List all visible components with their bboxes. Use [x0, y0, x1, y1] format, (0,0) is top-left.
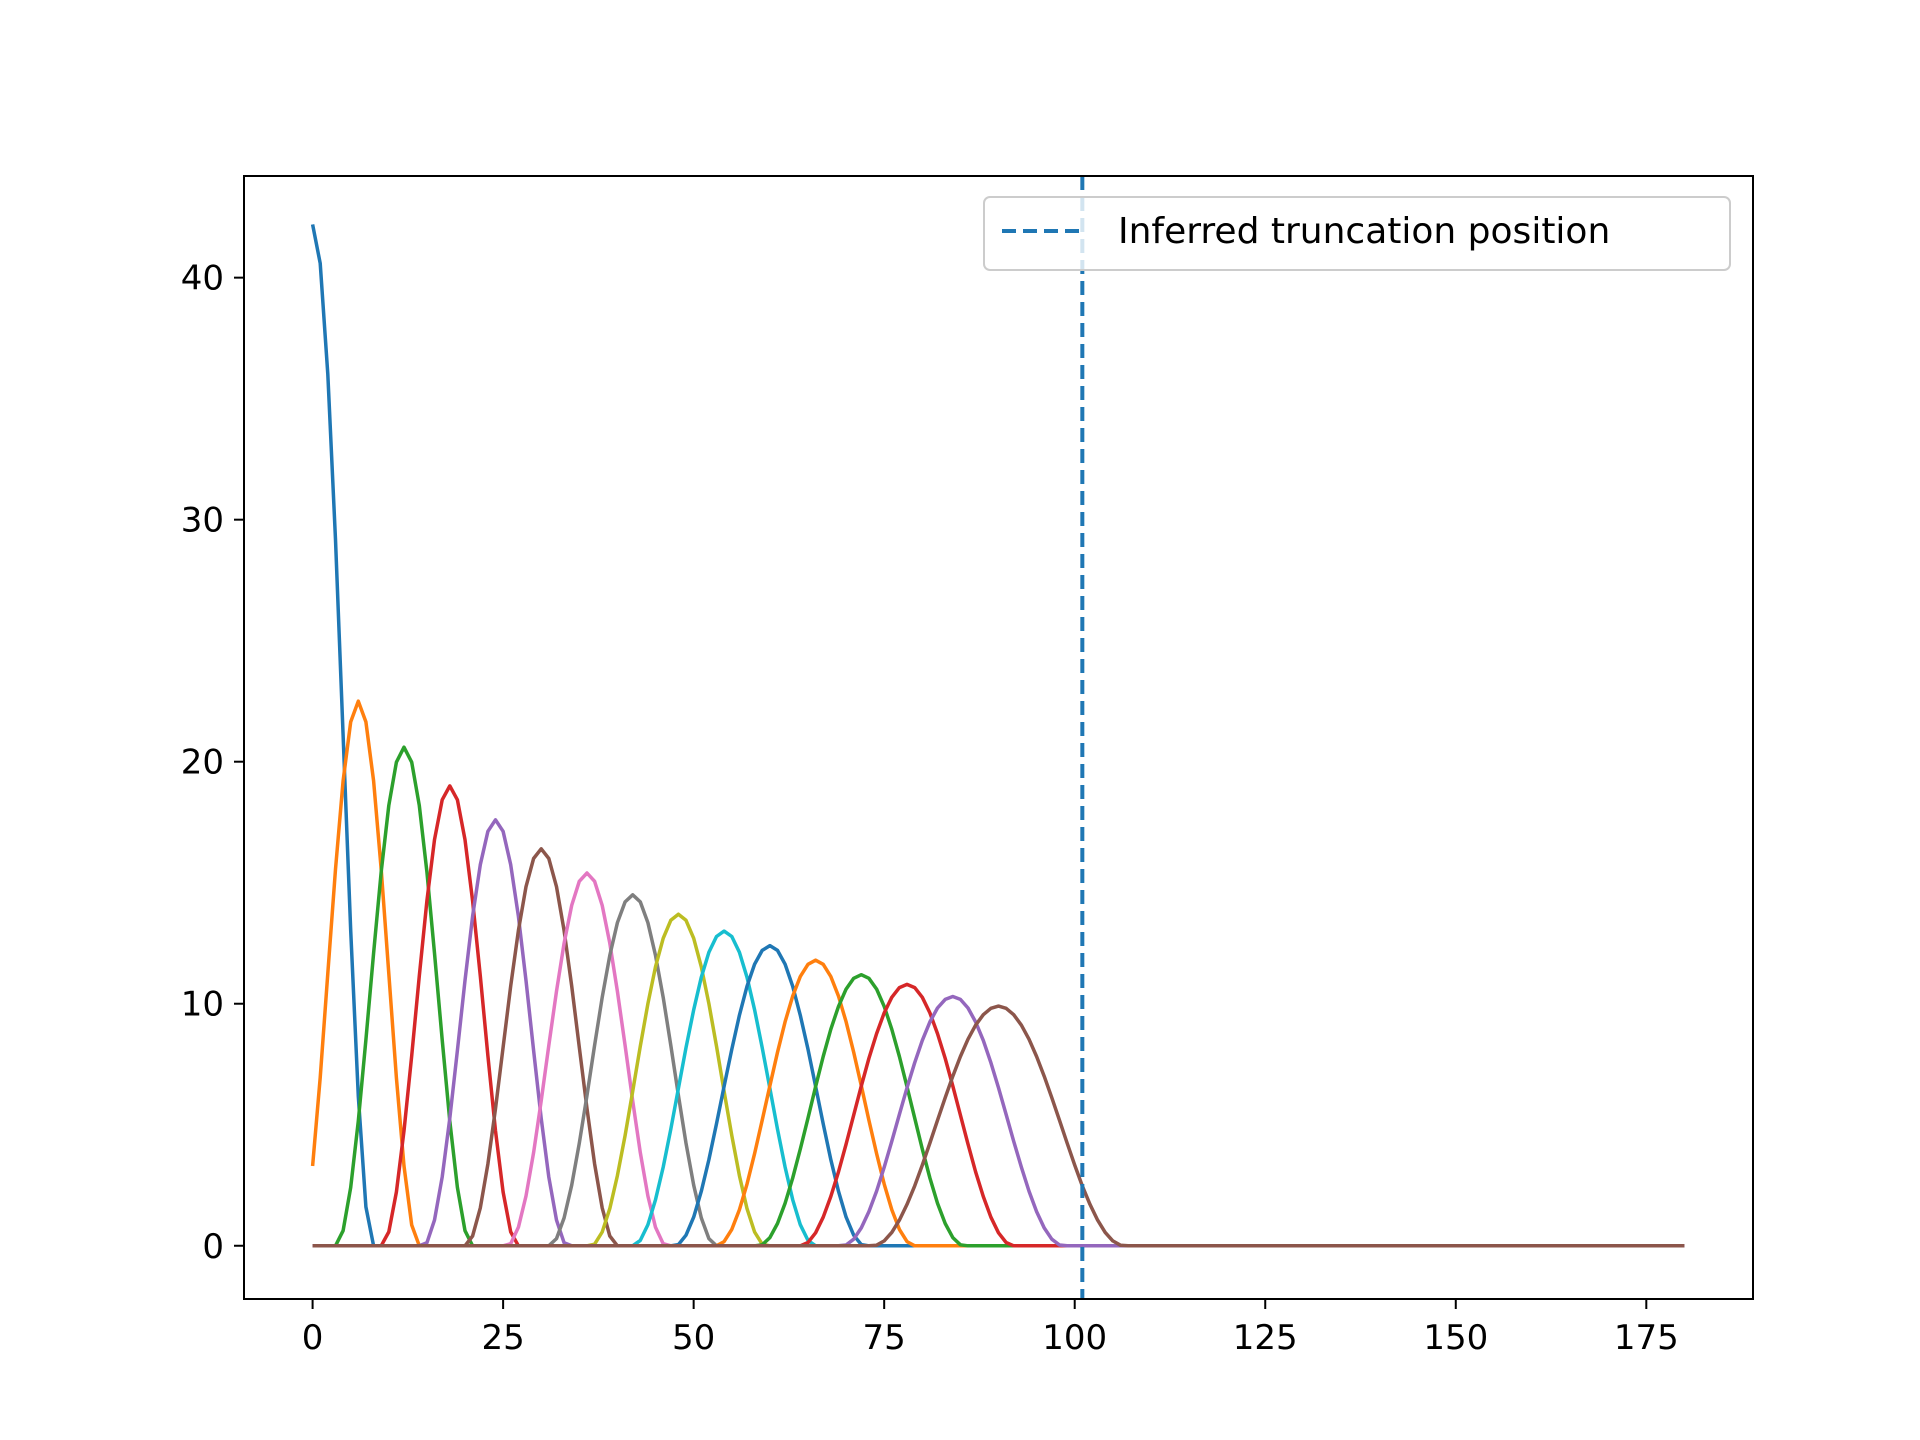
- x-tick-label: 175: [1614, 1318, 1679, 1358]
- legend-box: [983, 196, 1731, 271]
- series-line-4: [312, 818, 1685, 1248]
- series-line-7: [312, 893, 1685, 1248]
- x-tick-label: 150: [1423, 1318, 1488, 1358]
- x-tick-label: 25: [481, 1318, 524, 1358]
- x-tick-label: 75: [863, 1318, 906, 1358]
- series-line-14: [312, 994, 1685, 1248]
- y-axis: 0 10 20 30 40: [181, 259, 244, 1267]
- series-line-11: [312, 958, 1685, 1248]
- y-tick-label: 0: [202, 1227, 224, 1267]
- x-tick-label: 125: [1233, 1318, 1298, 1358]
- series-line-13: [312, 982, 1685, 1248]
- series-layer: [310, 224, 1685, 1248]
- series-line-8: [312, 912, 1685, 1248]
- x-tick-label: 100: [1042, 1318, 1107, 1358]
- legend-label: Inferred truncation position: [1118, 211, 1610, 252]
- legend: Inferred truncation position: [983, 196, 1731, 271]
- series-line-1: [310, 699, 1685, 1248]
- x-axis: 0 25 50 75 100 125 150 175: [302, 1299, 1679, 1358]
- y-tick-label: 10: [181, 985, 224, 1025]
- y-tick-label: 40: [181, 259, 224, 299]
- series-line-12: [312, 972, 1685, 1248]
- y-tick-label: 30: [181, 501, 224, 541]
- x-tick-label: 0: [302, 1318, 324, 1358]
- series-line-3: [312, 784, 1685, 1248]
- series-line-15: [312, 1004, 1685, 1248]
- series-line-2: [312, 745, 1685, 1248]
- y-tick-label: 20: [181, 743, 224, 783]
- series-line-10: [312, 943, 1685, 1248]
- x-tick-label: 50: [672, 1318, 715, 1358]
- plot-frame: [243, 175, 1754, 1300]
